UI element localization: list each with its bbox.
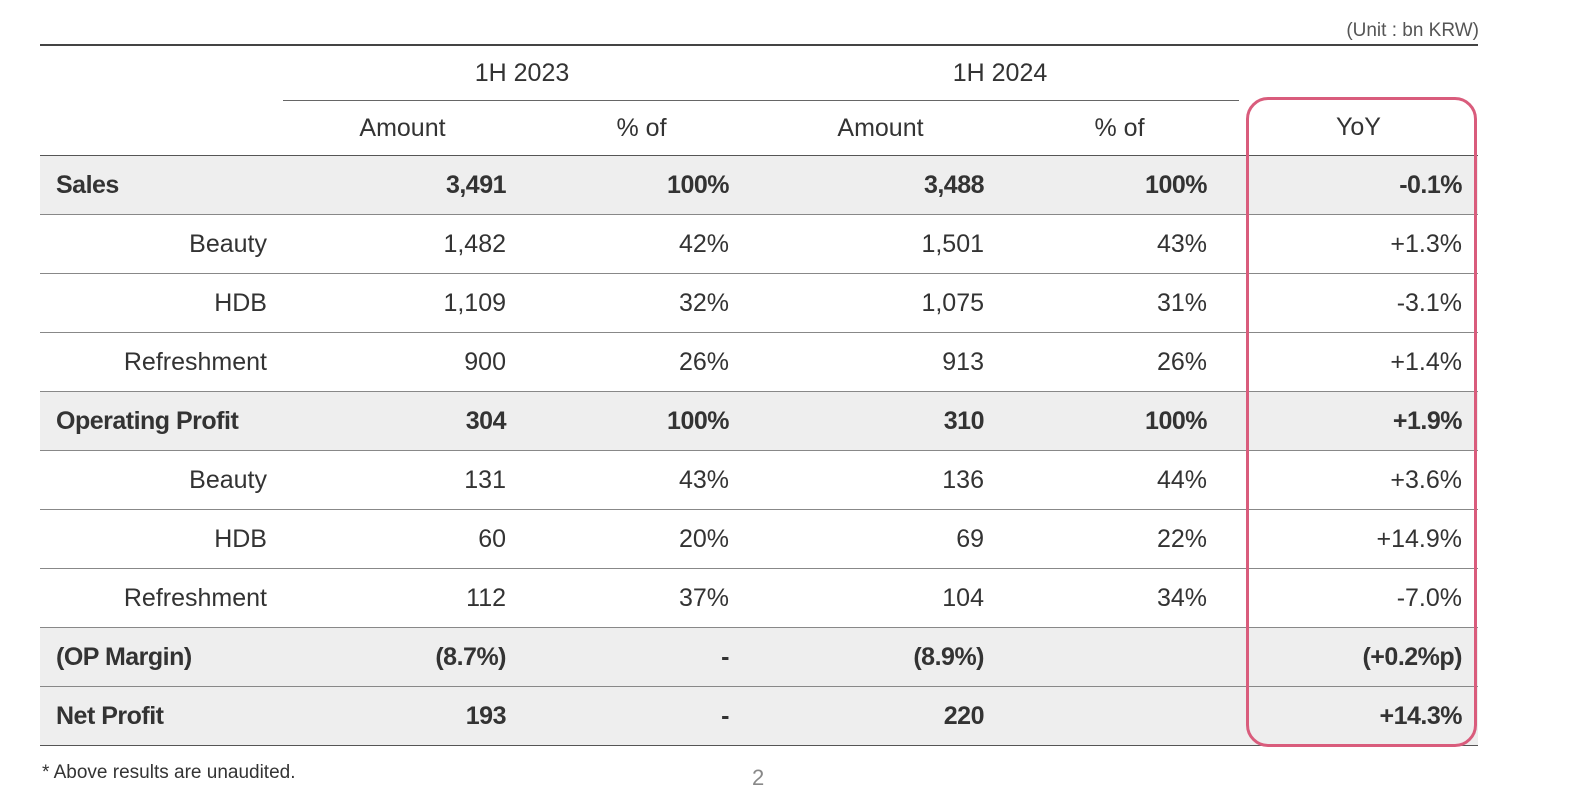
cell-yoy: -0.1%: [1239, 155, 1478, 215]
cell-pct-2024: 26%: [1000, 332, 1239, 392]
footnote: * Above results are unaudited.: [42, 762, 296, 783]
cell-pct-2023: 42%: [522, 214, 761, 274]
cell-amount-2023: 131: [283, 450, 522, 510]
cell-amount-2023: 3,491: [283, 155, 522, 215]
cell-pct-2024: 34%: [1000, 568, 1239, 628]
results-table-container: 1H 2023 1H 2024 Amount % of Amount % of …: [40, 44, 1478, 746]
cell-pct-2023: -: [522, 686, 761, 746]
header-amount-2023: Amount: [359, 113, 446, 142]
cell-pct-2023: 32%: [522, 273, 761, 333]
cell-pct-2023: 26%: [522, 332, 761, 392]
cell-amount-2024: 310: [761, 391, 1000, 451]
cell-pct-2023: 20%: [522, 509, 761, 569]
table-row-net-profit: Net Profit 193 - 220 +14.3%: [40, 686, 1478, 746]
cell-amount-2023: (8.7%): [283, 627, 522, 687]
header-empty-yoy: [1239, 45, 1478, 101]
row-label: Sales: [40, 155, 283, 215]
cell-amount-2023: 193: [283, 686, 522, 746]
cell-pct-2024: 22%: [1000, 509, 1239, 569]
cell-amount-2024: 69: [761, 509, 1000, 569]
results-table: 1H 2023 1H 2024 Amount % of Amount % of …: [40, 44, 1478, 746]
cell-amount-2023: 304: [283, 391, 522, 451]
header-row-periods: 1H 2023 1H 2024: [40, 45, 1478, 101]
header-group-1h-2024: 1H 2024: [761, 45, 1239, 101]
cell-amount-2024: 104: [761, 568, 1000, 628]
header-group-1h-2023: 1H 2023: [283, 45, 761, 101]
row-label: HDB: [40, 273, 283, 333]
header-label-empty: [40, 101, 283, 156]
cell-pct-2024: 43%: [1000, 214, 1239, 274]
row-label: Beauty: [40, 450, 283, 510]
cell-amount-2024: 913: [761, 332, 1000, 392]
cell-pct-2024: 31%: [1000, 273, 1239, 333]
cell-yoy: -3.1%: [1239, 273, 1478, 333]
cell-yoy: +1.4%: [1239, 332, 1478, 392]
table-row-operating-profit: Operating Profit 304 100% 310 100% +1.9%: [40, 391, 1478, 451]
cell-pct-2024: 100%: [1000, 155, 1239, 215]
row-label: Net Profit: [40, 686, 283, 746]
header-empty: [40, 45, 283, 101]
cell-pct-2024: 44%: [1000, 450, 1239, 510]
cell-yoy: +14.3%: [1239, 686, 1478, 746]
row-label: (OP Margin): [40, 627, 283, 687]
cell-amount-2024: 220: [761, 686, 1000, 746]
row-label: Operating Profit: [40, 391, 283, 451]
cell-pct-2024: 100%: [1000, 391, 1239, 451]
cell-pct-2024: [1000, 627, 1239, 687]
row-label: Beauty: [40, 214, 283, 274]
cell-yoy: +1.9%: [1239, 391, 1478, 451]
table-row-op-margin: (OP Margin) (8.7%) - (8.9%) (+0.2%p): [40, 627, 1478, 687]
cell-yoy: +14.9%: [1239, 509, 1478, 569]
cell-amount-2024: 136: [761, 450, 1000, 510]
cell-pct-2024: [1000, 686, 1239, 746]
cell-amount-2023: 1,482: [283, 214, 522, 274]
cell-pct-2023: -: [522, 627, 761, 687]
table-row-op-refreshment: Refreshment 112 37% 104 34% -7.0%: [40, 568, 1478, 628]
header-pct-2024: % of: [1094, 113, 1145, 142]
table-row-sales-hdb: HDB 1,109 32% 1,075 31% -3.1%: [40, 273, 1478, 333]
cell-amount-2023: 112: [283, 568, 522, 628]
header-yoy: YoY: [1336, 113, 1381, 142]
table-row-sales-beauty: Beauty 1,482 42% 1,501 43% +1.3%: [40, 214, 1478, 274]
header-row-columns: Amount % of Amount % of YoY: [40, 101, 1478, 156]
page-number: 2: [752, 765, 765, 790]
unit-note: (Unit : bn KRW): [1346, 20, 1479, 41]
header-pct-2023: % of: [616, 113, 667, 142]
cell-pct-2023: 100%: [522, 155, 761, 215]
table-row-op-beauty: Beauty 131 43% 136 44% +3.6%: [40, 450, 1478, 510]
table-row-sales-refreshment: Refreshment 900 26% 913 26% +1.4%: [40, 332, 1478, 392]
cell-amount-2023: 900: [283, 332, 522, 392]
cell-pct-2023: 43%: [522, 450, 761, 510]
cell-amount-2024: 1,501: [761, 214, 1000, 274]
cell-yoy: +3.6%: [1239, 450, 1478, 510]
cell-amount-2024: (8.9%): [761, 627, 1000, 687]
row-label: Refreshment: [40, 332, 283, 392]
cell-yoy: +1.3%: [1239, 214, 1478, 274]
row-label: HDB: [40, 509, 283, 569]
header-amount-2024: Amount: [837, 113, 924, 142]
cell-amount-2024: 1,075: [761, 273, 1000, 333]
cell-pct-2023: 100%: [522, 391, 761, 451]
cell-pct-2023: 37%: [522, 568, 761, 628]
cell-amount-2024: 3,488: [761, 155, 1000, 215]
table-row-sales: Sales 3,491 100% 3,488 100% -0.1%: [40, 155, 1478, 215]
table-row-op-hdb: HDB 60 20% 69 22% +14.9%: [40, 509, 1478, 569]
cell-yoy: (+0.2%p): [1239, 627, 1478, 687]
cell-yoy: -7.0%: [1239, 568, 1478, 628]
cell-amount-2023: 60: [283, 509, 522, 569]
cell-amount-2023: 1,109: [283, 273, 522, 333]
row-label: Refreshment: [40, 568, 283, 628]
